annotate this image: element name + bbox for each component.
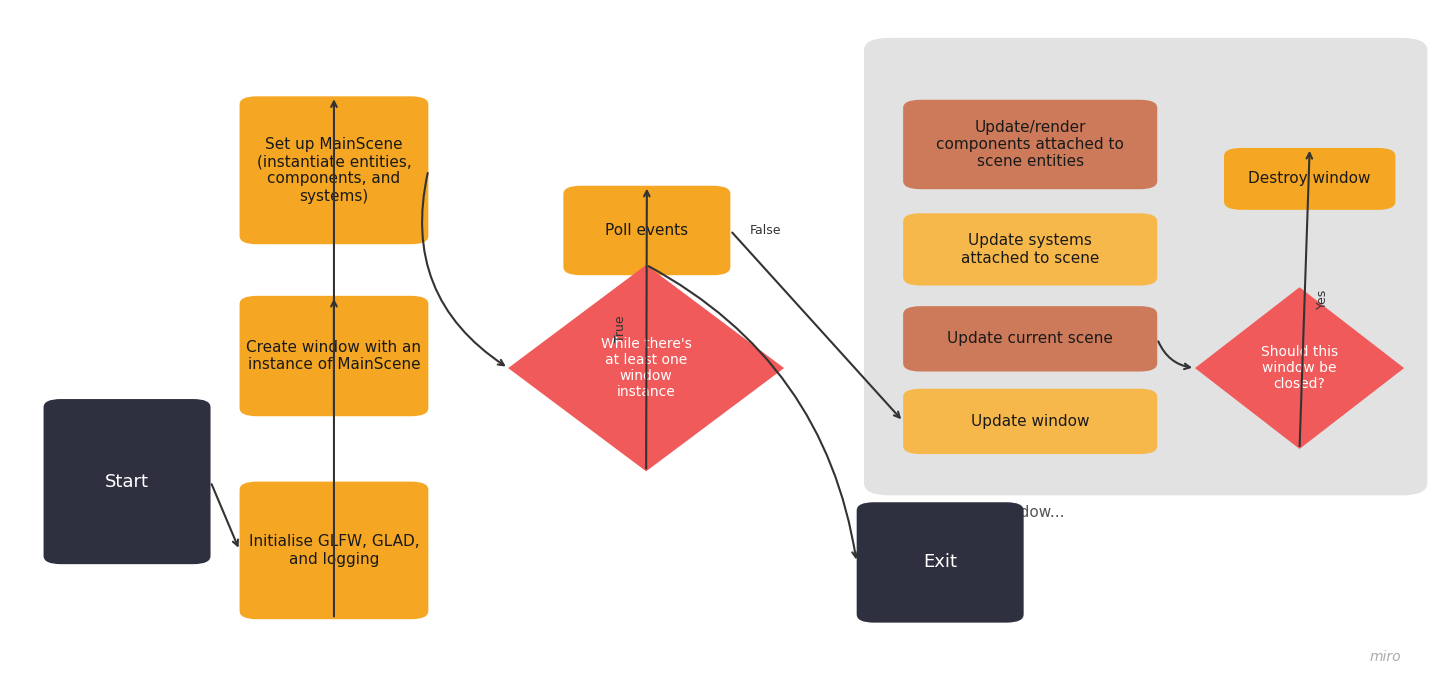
Text: Update/render
components attached to
scene entities: Update/render components attached to sce…	[937, 120, 1124, 169]
Text: Destroy window: Destroy window	[1249, 171, 1371, 186]
FancyBboxPatch shape	[563, 186, 730, 275]
FancyBboxPatch shape	[240, 296, 428, 416]
Text: Poll events: Poll events	[605, 223, 688, 238]
Text: Initialise GLFW, GLAD,
and logging: Initialise GLFW, GLAD, and logging	[248, 534, 420, 567]
Polygon shape	[508, 265, 784, 471]
Text: Exit: Exit	[923, 553, 957, 572]
Text: Start: Start	[105, 473, 150, 491]
Text: Set up MainScene
(instantiate entities,
components, and
systems): Set up MainScene (instantiate entities, …	[257, 137, 411, 204]
FancyBboxPatch shape	[903, 100, 1157, 189]
FancyBboxPatch shape	[903, 213, 1157, 286]
Text: Should this
window be
closed?: Should this window be closed?	[1260, 345, 1339, 391]
Polygon shape	[1195, 288, 1404, 449]
Text: miro: miro	[1369, 650, 1401, 664]
FancyBboxPatch shape	[864, 38, 1427, 495]
Text: True: True	[614, 315, 626, 342]
Text: False: False	[751, 224, 781, 237]
Text: Update systems
attached to scene: Update systems attached to scene	[961, 233, 1099, 266]
Text: Update current scene: Update current scene	[947, 332, 1114, 346]
Text: For each active window...: For each active window...	[871, 505, 1064, 520]
FancyBboxPatch shape	[240, 482, 428, 619]
FancyBboxPatch shape	[1224, 148, 1395, 210]
FancyBboxPatch shape	[44, 399, 211, 564]
FancyBboxPatch shape	[903, 306, 1157, 372]
Text: Create window with an
instance of MainScene: Create window with an instance of MainSc…	[247, 340, 421, 372]
FancyBboxPatch shape	[903, 389, 1157, 454]
FancyBboxPatch shape	[240, 96, 428, 244]
Text: Update window: Update window	[971, 414, 1089, 429]
Text: While there's
at least one
window
instance: While there's at least one window instan…	[601, 337, 691, 399]
Text: Yes: Yes	[1317, 288, 1329, 308]
FancyBboxPatch shape	[857, 502, 1024, 623]
